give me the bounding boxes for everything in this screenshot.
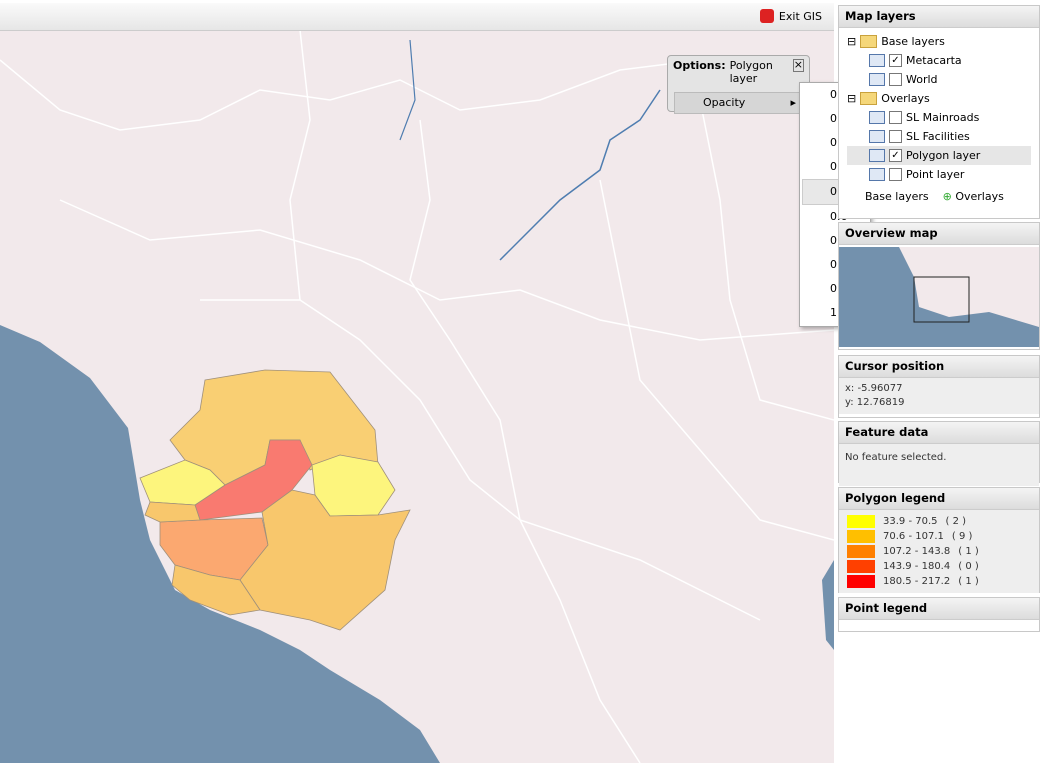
overview-panel: Overview map (838, 222, 1040, 350)
legend-count: ( 1 ) (958, 576, 979, 587)
legend-swatch (847, 560, 875, 573)
cursor-panel: Cursor position x: -5.96077 y: 12.76819 (838, 355, 1040, 418)
add-base-button[interactable]: Base layers (865, 190, 929, 203)
legend-swatch (847, 515, 875, 528)
options-title: Options: (673, 59, 726, 72)
checkbox[interactable] (889, 168, 902, 181)
legend-count: ( 9 ) (951, 531, 973, 542)
panel-title: Polygon legend (839, 488, 1039, 510)
legend-swatch (847, 575, 875, 588)
panel-title: Map layers (839, 6, 1039, 28)
legend-count: ( 1 ) (958, 546, 979, 557)
feature-panel: Feature data No feature selected. (838, 421, 1040, 486)
feature-text: No feature selected. (839, 444, 1039, 486)
layer-row[interactable]: ✓ Metacarta (847, 51, 1031, 70)
x-value: -5.96077 (857, 383, 903, 394)
panel-title: Feature data (839, 422, 1039, 444)
layer-row[interactable]: SL Mainroads (847, 108, 1031, 127)
button-bar: Base layers ⊕ Overlays (847, 190, 1031, 203)
checkbox[interactable]: ✓ (889, 149, 902, 162)
legend-count: ( 0 ) (958, 561, 979, 572)
layer-row[interactable]: World (847, 70, 1031, 89)
layer-row[interactable]: SL Facilities (847, 127, 1031, 146)
layer-tree: ⊟ Base layers ✓ Metacarta World ⊟ Overlays S… (839, 28, 1039, 207)
checkbox[interactable] (889, 130, 902, 143)
legend-range: 33.9 - 70.5 (883, 516, 938, 527)
panel-title: Overview map (839, 223, 1039, 245)
legend-count: ( 2 ) (945, 516, 967, 527)
button-label: Overlays (955, 190, 1004, 203)
layer-icon (869, 73, 885, 86)
panel-title: Cursor position (839, 356, 1039, 378)
group[interactable]: ⊟ Base layers (847, 35, 945, 48)
group-label: Overlays (881, 92, 930, 105)
group[interactable]: ⊟ Overlays (847, 92, 930, 105)
layer-label: Polygon layer (906, 149, 981, 162)
layers-panel: Map layers ⊟ Base layers ✓ Metacarta World … (838, 5, 1040, 219)
layer-label: SL Facilities (906, 130, 970, 143)
toolbar: Exit GIS (0, 3, 834, 31)
legend-row: 180.5 - 217.2 ( 1 ) (847, 574, 1031, 589)
legend-panel: Polygon legend 33.9 - 70.5( 2 ) 70.6 - 10… (838, 487, 1040, 593)
legend-row: 33.9 - 70.5 ( 2 ) (847, 514, 1031, 529)
map[interactable] (0, 30, 834, 763)
exit-button[interactable]: Exit GIS (759, 9, 822, 23)
layer-icon (869, 111, 885, 124)
layer-row[interactable]: ✓ Polygon layer (847, 146, 1031, 165)
legend-row: 143.9 - 180.4 ( 0 ) (847, 559, 1031, 574)
layer-label: Point layer (906, 168, 965, 181)
close-button[interactable]: × (792, 58, 804, 72)
options-window: Options: Polygon layer × Opacity ▸ (667, 55, 810, 114)
y-label: y: (845, 397, 854, 408)
legend-range: 107.2 - 143.8 (883, 546, 951, 557)
layer-label: SL Mainroads (906, 111, 980, 124)
layer-icon (869, 149, 885, 162)
legend-row: 107.2 - 143.8 ( 1 ) (847, 544, 1031, 559)
legend-row: 70.6 - 107.1 ( 9 ) (847, 529, 1031, 544)
layer-icon (869, 130, 885, 143)
opacity-item[interactable]: Opacity ▸ (674, 92, 803, 114)
group-label: Base layers (881, 35, 945, 48)
checkbox[interactable] (889, 111, 902, 124)
layer-row[interactable]: Point layer (847, 165, 1031, 184)
legend-range: 180.5 - 217.2 (883, 576, 951, 587)
layer-label: Metacarta (906, 54, 962, 67)
layer-label: World (906, 73, 938, 86)
x-label: x: (845, 383, 855, 394)
overview-map[interactable] (839, 247, 1039, 347)
legend-range: 143.9 - 180.4 (883, 561, 951, 572)
point-legend-panel: Point legend (838, 597, 1040, 632)
checkbox[interactable] (889, 73, 902, 86)
layer-icon (869, 168, 885, 181)
legend-range: 70.6 - 107.1 (883, 531, 944, 542)
legend-swatch (847, 530, 875, 543)
legend-swatch (847, 545, 875, 558)
checkbox[interactable]: ✓ (889, 54, 902, 67)
layer-icon (869, 54, 885, 67)
add-overlay-button[interactable]: ⊕ Overlays (942, 190, 1004, 203)
options-layer: Polygon layer (729, 59, 773, 85)
exit-label: Exit GIS (778, 9, 822, 23)
options-header: Options: Polygon layer × (668, 56, 809, 88)
panel-title: Point legend (839, 598, 1039, 620)
opacity-label: Opacity (703, 96, 746, 109)
y-value: 12.76819 (856, 397, 905, 408)
